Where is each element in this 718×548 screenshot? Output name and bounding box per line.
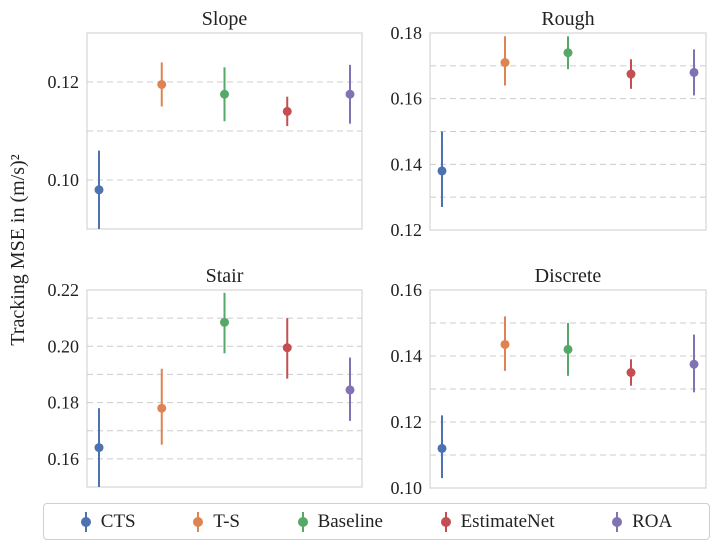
legend-swatch: [612, 511, 623, 532]
mean-marker: [437, 166, 447, 176]
legend-label: CTS: [100, 510, 136, 532]
legend-entry-baseline: Baseline: [297, 510, 383, 533]
legend-label: EstimateNet: [460, 510, 555, 532]
subplot-title: Rough: [541, 8, 594, 30]
subplot-slope: 0.10 0.12 Slope: [48, 8, 363, 230]
mean-marker: [437, 443, 447, 453]
legend-entry-estimatenet: EstimateNet: [440, 510, 555, 533]
y-axis-label: Tracking MSE in (m/s)²: [7, 154, 29, 345]
point-roa: [689, 334, 699, 393]
subplot-title: Slope: [202, 8, 248, 30]
point-baseline: [220, 292, 229, 354]
legend-swatch: [297, 511, 308, 532]
y-tick-label: 0.16: [391, 89, 423, 109]
subplot-title: Stair: [206, 265, 244, 287]
legend-entry-roa: ROA: [612, 511, 672, 533]
legend-swatch: [193, 511, 204, 532]
y-tick-label: 0.14: [391, 154, 423, 174]
point-t-s: [500, 316, 510, 371]
mean-marker: [157, 403, 167, 413]
mean-marker: [220, 89, 229, 99]
point-estimatenet: [282, 96, 292, 127]
point-cts: [437, 131, 447, 208]
mean-marker: [94, 185, 104, 195]
legend-label: T-S: [213, 510, 240, 532]
mean-marker: [94, 443, 104, 453]
point-baseline: [563, 36, 573, 70]
mean-marker: [220, 317, 229, 327]
point-t-s: [157, 62, 167, 107]
y-tick-label: 0.18: [391, 23, 423, 43]
y-tick-label: 0.16: [391, 280, 423, 300]
y-tick-label: 0.16: [48, 449, 80, 469]
mean-marker: [689, 359, 699, 369]
mean-marker: [626, 69, 636, 79]
subplot-stair: 0.16 0.18 0.20 0.22 Stair: [48, 265, 363, 488]
subplot-title: Discrete: [535, 265, 602, 287]
subplots: 0.100.12Slope0.120.140.160.18Rough0.160.…: [48, 8, 707, 498]
point-roa: [345, 64, 355, 124]
legend-swatch: [440, 511, 451, 532]
point-t-s: [157, 368, 167, 445]
y-tick-label: 0.22: [48, 280, 80, 300]
mean-marker: [689, 67, 699, 77]
legend-swatch: [80, 511, 91, 532]
y-tick-label: 0.20: [48, 336, 80, 356]
mean-marker: [345, 89, 355, 99]
mean-marker: [345, 385, 355, 395]
mean-marker: [563, 344, 573, 354]
point-estimatenet: [282, 318, 292, 379]
legend: CTS T-S Baseline EstimateNet ROA: [43, 503, 710, 540]
point-t-s: [500, 36, 510, 86]
mean-marker: [282, 106, 292, 116]
y-tick-label: 0.12: [48, 72, 80, 92]
point-roa: [689, 49, 699, 96]
y-tick-label: 0.12: [391, 412, 423, 432]
legend-label: ROA: [632, 510, 673, 532]
point-baseline: [563, 323, 573, 376]
mean-marker: [626, 368, 636, 377]
subplot-rough: 0.12 0.14 0.16 0.18 Rough: [391, 8, 707, 240]
mean-marker: [157, 79, 167, 89]
subplot-discrete: 0.10 0.12 0.14 0.16 Discrete: [391, 265, 707, 498]
point-estimatenet: [626, 359, 636, 386]
mean-marker: [282, 343, 292, 353]
y-tick-label: 0.18: [48, 393, 80, 413]
legend-entry-t-s: T-S: [193, 511, 240, 533]
point-roa: [345, 357, 355, 421]
y-tick-label: 0.10: [391, 478, 423, 498]
mean-marker: [500, 58, 510, 68]
mean-marker: [563, 48, 573, 58]
legend-entry-cts: CTS: [80, 510, 136, 533]
point-baseline: [220, 67, 229, 122]
y-tick-label: 0.12: [391, 220, 423, 240]
y-tick-label: 0.14: [391, 346, 423, 366]
y-tick-label: 0.10: [48, 170, 80, 190]
point-cts: [94, 150, 104, 229]
mean-marker: [500, 339, 510, 349]
legend-label: Baseline: [317, 510, 383, 532]
point-cts: [437, 415, 447, 479]
point-estimatenet: [626, 59, 636, 89]
point-cts: [94, 408, 104, 487]
